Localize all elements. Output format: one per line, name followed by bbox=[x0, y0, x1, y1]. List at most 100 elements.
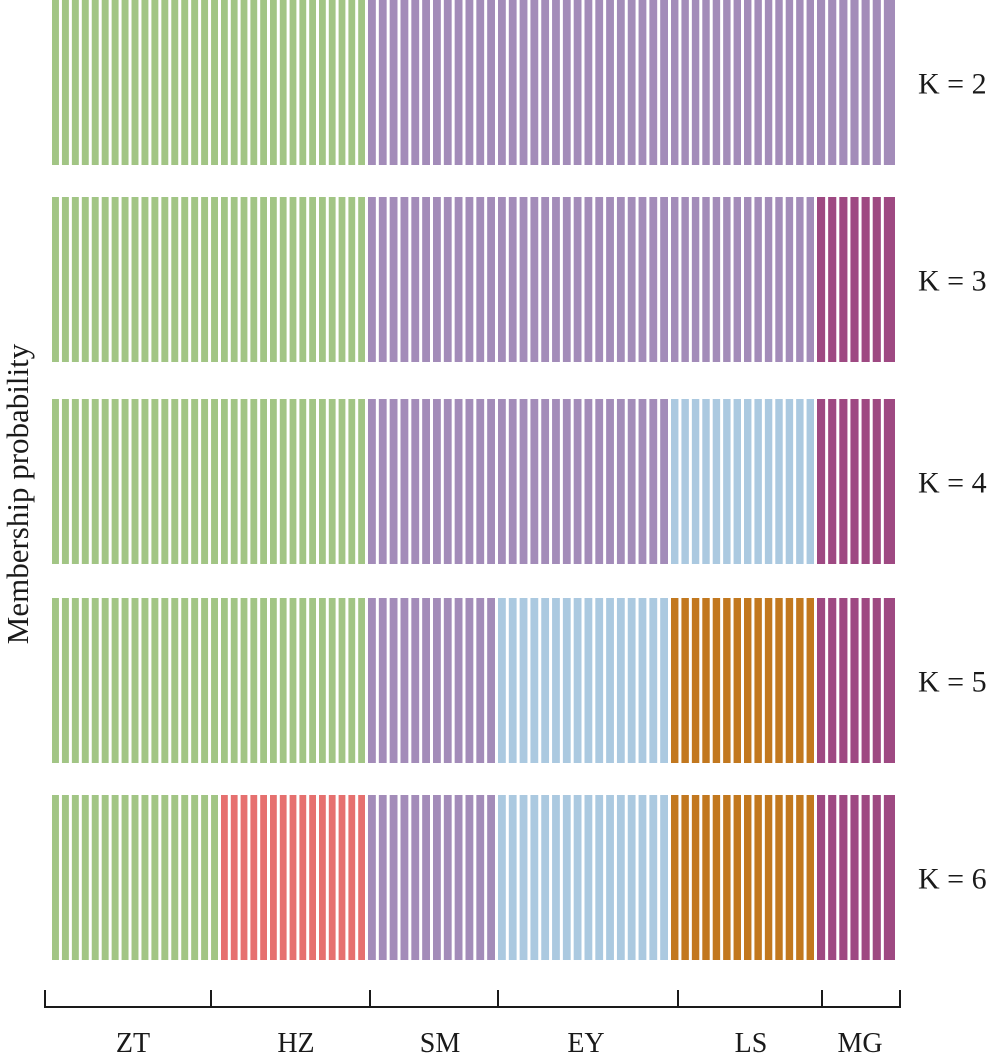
bar-zt-13-k5 bbox=[171, 598, 179, 763]
bar-zt-3-k2 bbox=[71, 0, 79, 165]
bar-ls-10-k4 bbox=[764, 399, 773, 564]
bar-zt-8-k6 bbox=[121, 795, 129, 960]
bar-sm-2-k2 bbox=[378, 0, 387, 165]
bar-ls-14-k3 bbox=[806, 197, 814, 362]
bar-ey-16-k3 bbox=[660, 197, 668, 362]
k-label: K = 2 bbox=[918, 68, 987, 101]
bar-sm-7-k5 bbox=[433, 598, 441, 763]
bar-ls-9-k3 bbox=[754, 197, 762, 362]
bar-ey-1-k6 bbox=[498, 795, 506, 960]
k-label: K = 5 bbox=[918, 666, 987, 699]
bar-mg-1-k5 bbox=[817, 598, 826, 763]
bar-ls-13-k3 bbox=[796, 197, 804, 362]
bar-ey-12-k6 bbox=[616, 795, 625, 960]
bar-hz-5-k4 bbox=[260, 399, 267, 564]
bar-ey-5-k5 bbox=[541, 598, 550, 763]
bar-sm-11-k6 bbox=[476, 795, 485, 960]
bar-ey-11-k5 bbox=[606, 598, 614, 763]
bar-sm-2-k4 bbox=[378, 399, 387, 564]
bar-hz-6-k3 bbox=[270, 197, 277, 362]
bar-sm-1-k4 bbox=[368, 399, 376, 564]
bar-ey-11-k6 bbox=[606, 795, 614, 960]
bar-sm-9-k2 bbox=[454, 0, 463, 165]
bar-mg-4-k3 bbox=[850, 197, 859, 362]
bar-mg-6-k6 bbox=[872, 795, 881, 960]
bar-ls-7-k3 bbox=[733, 197, 741, 362]
bar-ls-14-k2 bbox=[806, 0, 814, 165]
bar-ls-13-k2 bbox=[796, 0, 804, 165]
bar-zt-7-k4 bbox=[111, 399, 119, 564]
bar-sm-12-k4 bbox=[487, 399, 495, 564]
bar-ls-11-k3 bbox=[775, 197, 783, 362]
bar-hz-5-k3 bbox=[260, 197, 267, 362]
bar-mg-7-k5 bbox=[883, 598, 895, 763]
y-axis-label: Membership probability bbox=[0, 343, 35, 644]
bar-zt-16-k6 bbox=[201, 795, 209, 960]
bar-ls-14-k6 bbox=[806, 795, 814, 960]
bar-mg-1-k6 bbox=[817, 795, 826, 960]
bar-zt-14-k4 bbox=[181, 399, 189, 564]
bar-ls-8-k5 bbox=[744, 598, 752, 763]
bar-ey-9-k6 bbox=[584, 795, 593, 960]
bar-mg-1-k4 bbox=[817, 399, 826, 564]
bar-sm-2-k3 bbox=[378, 197, 387, 362]
bar-hz-15-k5 bbox=[358, 598, 365, 763]
bar-hz-10-k2 bbox=[309, 0, 316, 165]
bar-ey-14-k2 bbox=[638, 0, 647, 165]
bar-ls-9-k6 bbox=[754, 795, 762, 960]
bar-ey-14-k3 bbox=[638, 197, 647, 362]
group-label-ls: LS bbox=[735, 1028, 768, 1055]
bar-ey-6-k3 bbox=[552, 197, 560, 362]
bar-mg-3-k6 bbox=[839, 795, 848, 960]
bar-sm-8-k4 bbox=[443, 399, 452, 564]
bar-sm-9-k5 bbox=[454, 598, 463, 763]
bar-zt-17-k2 bbox=[211, 0, 218, 165]
group-label-ey: EY bbox=[567, 1028, 604, 1055]
bar-ls-5-k2 bbox=[712, 0, 721, 165]
bar-hz-8-k6 bbox=[289, 795, 297, 960]
bar-ls-8-k2 bbox=[744, 0, 752, 165]
panel-k5: K = 5 bbox=[52, 598, 987, 763]
bar-zt-5-k6 bbox=[91, 795, 99, 960]
panel-k2: K = 2 bbox=[52, 0, 987, 165]
bar-ey-16-k2 bbox=[660, 0, 668, 165]
bar-zt-8-k4 bbox=[121, 399, 129, 564]
bar-zt-11-k3 bbox=[151, 197, 159, 362]
bar-ls-8-k3 bbox=[744, 197, 752, 362]
group-bracket: ZT HZ SM EY LS MG bbox=[44, 990, 901, 1055]
bar-hz-7-k3 bbox=[279, 197, 287, 362]
bar-ey-1-k4 bbox=[498, 399, 506, 564]
bar-ls-6-k3 bbox=[723, 197, 731, 362]
bar-ls-3-k4 bbox=[691, 399, 700, 564]
bar-ey-7-k2 bbox=[562, 0, 571, 165]
bar-hz-8-k4 bbox=[289, 399, 297, 564]
bar-hz-14-k3 bbox=[348, 197, 356, 362]
bar-ey-3-k4 bbox=[519, 399, 528, 564]
bar-ey-16-k4 bbox=[660, 399, 668, 564]
bar-ls-10-k3 bbox=[764, 197, 773, 362]
bar-sm-5-k2 bbox=[411, 0, 420, 165]
bar-zt-8-k2 bbox=[121, 0, 129, 165]
bar-ls-5-k6 bbox=[712, 795, 721, 960]
bar-ls-3-k5 bbox=[691, 598, 700, 763]
bar-zt-4-k6 bbox=[81, 795, 89, 960]
bar-ls-7-k6 bbox=[733, 795, 741, 960]
bar-ey-2-k5 bbox=[508, 598, 517, 763]
bar-ey-11-k4 bbox=[606, 399, 614, 564]
bar-ls-4-k6 bbox=[702, 795, 710, 960]
bar-zt-5-k3 bbox=[91, 197, 99, 362]
bar-ls-12-k2 bbox=[785, 0, 794, 165]
bar-mg-1-k2 bbox=[817, 0, 826, 165]
bar-ey-3-k6 bbox=[519, 795, 528, 960]
bar-ls-10-k2 bbox=[764, 0, 773, 165]
bar-ls-1-k3 bbox=[671, 197, 679, 362]
bar-ey-13-k4 bbox=[627, 399, 636, 564]
bar-ey-4-k2 bbox=[530, 0, 539, 165]
bar-mg-3-k4 bbox=[839, 399, 848, 564]
bar-zt-7-k2 bbox=[111, 0, 119, 165]
bar-zt-10-k2 bbox=[141, 0, 149, 165]
bar-hz-12-k6 bbox=[328, 795, 336, 960]
bar-sm-1-k3 bbox=[368, 197, 376, 362]
bar-ey-4-k5 bbox=[530, 598, 539, 763]
bar-zt-2-k4 bbox=[61, 399, 69, 564]
